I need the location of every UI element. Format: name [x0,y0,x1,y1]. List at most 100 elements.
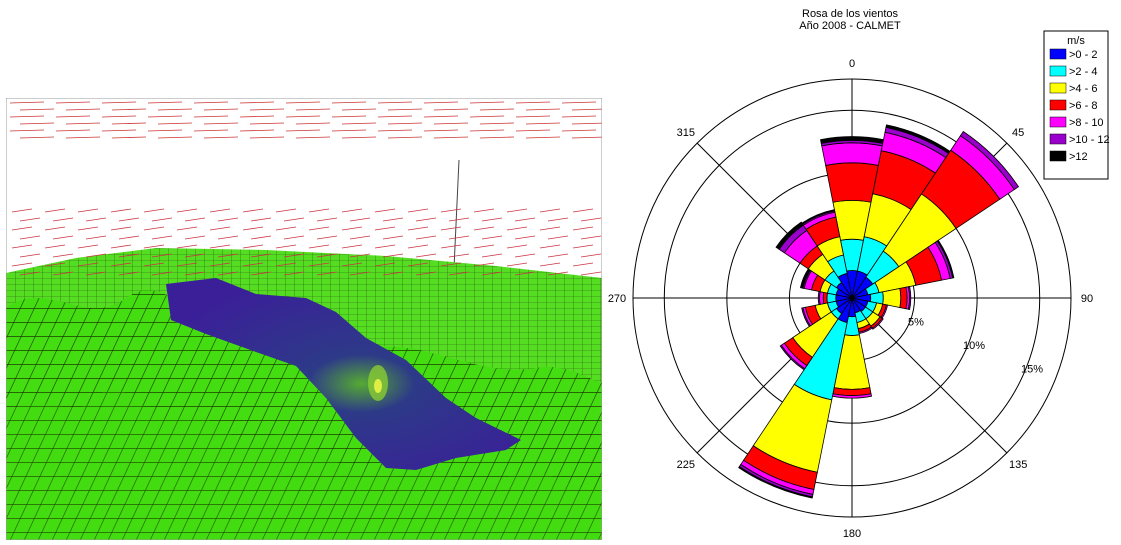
direction-label: 135 [1009,459,1027,471]
wind-arrow [479,122,515,125]
wind-arrow [52,217,74,222]
wind-arrow [143,226,165,231]
wind-arrow [440,262,462,267]
wind-arrow [316,217,338,222]
z-axis-line [453,159,460,269]
wind-arrow [481,217,503,222]
wind-arrow [111,136,147,139]
wind-arrow [250,217,272,222]
rose-segment [738,466,813,499]
wind-arrow [217,253,239,258]
wind-arrow [44,226,66,231]
legend-swatch [1049,99,1067,111]
wind-arrow [85,271,107,276]
legend-swatch [1049,116,1067,128]
wind-arrow [572,244,594,249]
wind-arrow [572,262,594,267]
wind-arrow [203,136,239,139]
wind-arrow [469,129,505,132]
direction-label: 90 [1081,293,1093,305]
wind-arrow [448,253,470,258]
wind-arrow [423,129,459,132]
wind-arrow [147,101,183,104]
wind-arrow [316,271,338,276]
wind-arrow [143,262,165,267]
wind-arrow [176,226,198,231]
wind-arrow [157,108,193,111]
rose-segment [801,209,836,225]
wind-arrow [308,244,330,249]
wind-arrow [382,253,404,258]
wind-arrow [77,208,99,213]
wind-arrow [111,122,147,125]
wind-arrow [374,226,396,231]
wind-arrow [387,108,423,111]
wind-arrow [479,108,515,111]
speed-legend: m/s >0 - 2 >2 - 4 >4 - 6 >6 - 8 >8 - 10 >10 - … [1043,30,1110,180]
wind-arrow [209,226,231,231]
wind-arrow [295,108,331,111]
wind-arrow [473,244,495,249]
wind-arrow [295,136,331,139]
wind-arrow [349,217,371,222]
wind-arrow [481,235,503,240]
wind-arrow [479,136,515,139]
wind-arrow [448,217,470,222]
legend-title: m/s [1067,35,1085,47]
wind-arrow [110,226,132,231]
wind-arrow [9,129,45,132]
wind-arrow [382,217,404,222]
wind-arrow [193,129,229,132]
wind-arrow [349,271,371,276]
wind-arrow [539,244,561,249]
wind-arrow [101,129,137,132]
wind-arrow [525,136,561,139]
wind-arrow [184,217,206,222]
wind-arrow [374,244,396,249]
wind-arrow [184,235,206,240]
valley-lake [166,278,521,470]
legend-swatch [1049,65,1067,77]
wind-arrow [239,115,275,118]
wind-arrow [547,271,569,276]
wind-arrow [514,253,536,258]
wind-arrow [283,253,305,258]
wind-arrow [11,226,33,231]
wind-arrow [217,217,239,222]
wind-arrow [308,208,330,213]
direction-labels: 0 45 90 135 180 225 270 315 5% 10% 15% [608,58,1093,540]
wind-arrow [209,244,231,249]
wind-arrow [19,136,55,139]
rose-segment [899,286,908,310]
wind-arrow [571,136,602,139]
wind-arrow [77,262,99,267]
wind-arrow [250,253,272,258]
wind-arrow [110,244,132,249]
legend-swatch [1049,133,1067,145]
wind-arrow [440,244,462,249]
wind-arrow [151,271,173,276]
wind-arrow [111,108,147,111]
wind-arrow [275,226,297,231]
wind-arrow [374,208,396,213]
wind-arrow [308,262,330,267]
rose-segment [821,142,883,166]
rose-segment [959,130,1020,191]
legend-label: >0 - 2 [1069,49,1097,61]
wind-arrow [561,101,597,104]
wind-arrow [515,129,551,132]
rose-segment [936,239,955,279]
terrain-render [6,98,602,540]
wind-arrow [448,271,470,276]
upper-wind-vector-layer [9,101,602,139]
wind-arrow [176,208,198,213]
wind-arrow [11,262,33,267]
wind-arrow [77,244,99,249]
wind-arrow [377,101,413,104]
wind-arrow [65,136,101,139]
wind-arrow [349,235,371,240]
wind-arrow [331,129,367,132]
wind-arrow [55,101,91,104]
wind-arrow [481,253,503,258]
legend-swatch [1049,150,1067,162]
